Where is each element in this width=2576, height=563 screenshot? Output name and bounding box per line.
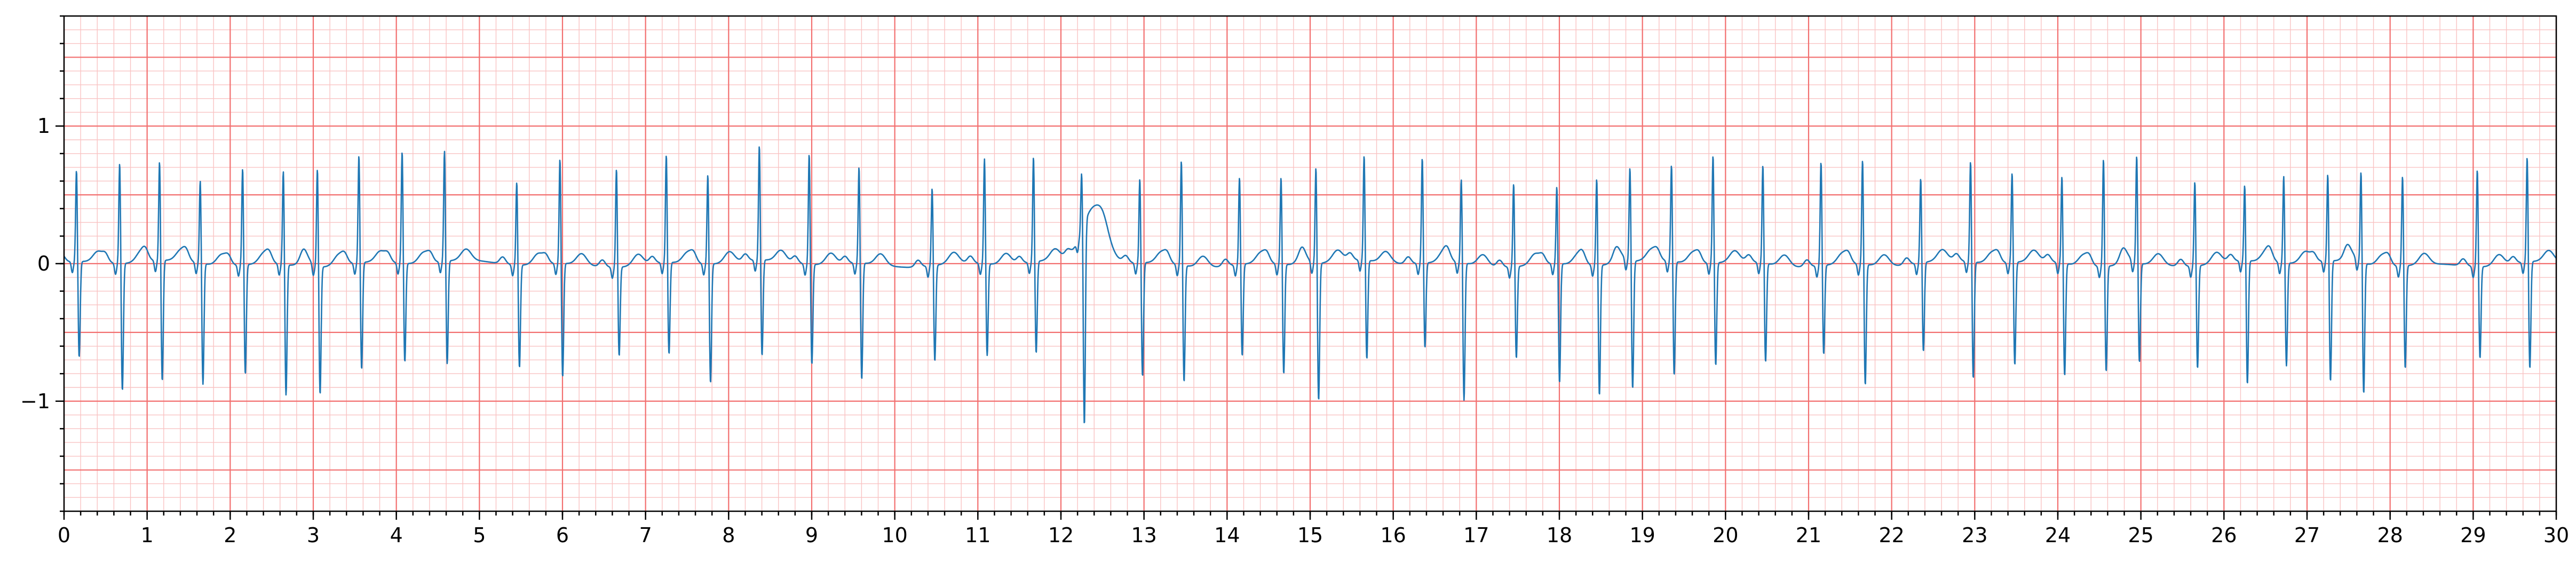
x-tick-label: 29 [2460, 524, 2486, 547]
x-tick-label: 15 [1297, 524, 1323, 547]
x-tick-label: 28 [2377, 524, 2403, 547]
x-tick-label: 22 [1879, 524, 1904, 547]
x-axis-ticks: 0 1 2 3 4 5 6 7 8 9 10 11 12 13 14 15 16 17 18 19 20 21 22 23 24… [58, 511, 2569, 547]
x-tick-label: 14 [1214, 524, 1240, 547]
x-tick-label: 19 [1629, 524, 1655, 547]
x-tick-label: 0 [58, 524, 70, 547]
x-tick-label: 8 [722, 524, 735, 547]
x-tick-label: 6 [556, 524, 569, 547]
x-tick-label: 24 [2045, 524, 2071, 547]
x-tick-label: 17 [1463, 524, 1489, 547]
x-tick-label: 1 [141, 524, 154, 547]
x-tick-label: 23 [1962, 524, 1987, 547]
x-tick-label: 25 [2128, 524, 2153, 547]
y-tick-label: 1 [37, 114, 50, 138]
x-tick-label: 10 [882, 524, 907, 547]
x-tick-label: 20 [1713, 524, 1738, 547]
x-tick-label: 4 [390, 524, 403, 547]
y-tick-label: 0 [37, 252, 50, 275]
x-tick-label: 12 [1048, 524, 1074, 547]
x-tick-label: 2 [224, 524, 236, 547]
x-tick-label: 5 [473, 524, 486, 547]
x-tick-label: 3 [307, 524, 320, 547]
x-tick-label: 9 [805, 524, 818, 547]
x-tick-label: 13 [1131, 524, 1156, 547]
x-tick-label: 16 [1380, 524, 1406, 547]
x-tick-label: 21 [1796, 524, 1821, 547]
x-tick-label: 11 [965, 524, 990, 547]
y-tick-label: −1 [20, 390, 50, 413]
x-tick-label: 30 [2543, 524, 2569, 547]
x-tick-label: 26 [2211, 524, 2237, 547]
x-tick-label: 27 [2294, 524, 2320, 547]
x-tick-label: 18 [1547, 524, 1572, 547]
y-axis-ticks: −1 0 1 [20, 16, 64, 511]
x-tick-label: 7 [639, 524, 652, 547]
